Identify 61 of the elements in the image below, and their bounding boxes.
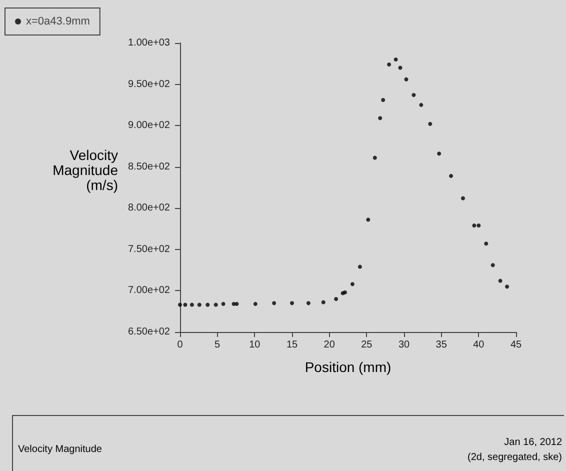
point: [472, 223, 476, 228]
y-axis-title: Velocity Magnitude (m/s): [52, 147, 118, 193]
point: [197, 302, 202, 307]
point: [412, 93, 416, 98]
point: [490, 263, 495, 268]
y-tick-label: 9.00e+02: [128, 120, 170, 132]
point: [272, 301, 276, 306]
point: [221, 302, 226, 306]
x-tick-label: 45: [510, 340, 522, 350]
point: [398, 66, 402, 70]
legend-label: x=0a43.9mm: [26, 16, 90, 28]
point: [206, 302, 210, 307]
x-tick-label: 35: [436, 340, 448, 350]
point: [387, 62, 392, 66]
point: [419, 102, 424, 107]
point: [306, 301, 310, 306]
y-tick-label: 7.00e+02: [128, 285, 170, 296]
point: [505, 284, 510, 289]
x-tick-label: 10: [249, 340, 261, 350]
x-tick-label: 25: [361, 340, 373, 350]
point: [366, 218, 370, 222]
point: [350, 282, 354, 286]
point: [290, 301, 294, 306]
point: [214, 302, 218, 307]
point: [253, 302, 258, 306]
point: [178, 302, 182, 307]
x-tick-label: 15: [286, 340, 298, 350]
text: (2d, segregated, ske): [468, 452, 562, 463]
x-axis-title: Position (mm): [304, 359, 392, 375]
point: [498, 278, 502, 283]
y-tick-label: 7.50e+02: [128, 244, 170, 255]
x-tick-label: 5: [214, 340, 221, 350]
text: Jan 16, 2012: [504, 437, 562, 448]
x-tick-label: 30: [398, 340, 410, 350]
point: [183, 302, 188, 307]
point: [449, 174, 454, 178]
point: [378, 116, 382, 120]
point: [234, 302, 239, 306]
point: [381, 98, 386, 102]
point: [476, 223, 481, 228]
y-tick-label: 8.00e+02: [128, 202, 170, 214]
x-tick-label: 20: [324, 340, 336, 350]
point: [404, 77, 408, 82]
point: [460, 196, 465, 200]
y-tick-label: 9.50e+02: [128, 78, 170, 90]
y-tick-label: 1.00e+03: [128, 38, 170, 48]
point: [428, 122, 432, 126]
point: [437, 152, 442, 156]
point: [394, 58, 398, 62]
point: [321, 300, 326, 304]
text: Velocity Magnitude: [18, 444, 102, 455]
y-tick-label: 6.50e+02: [128, 326, 170, 338]
point: [343, 290, 348, 294]
point: [190, 302, 194, 307]
point: [484, 242, 488, 246]
point: [372, 156, 377, 160]
point: [358, 264, 362, 269]
point: [334, 296, 338, 301]
x-tick-label: 40: [473, 340, 485, 350]
x-tick-label: 0: [177, 340, 184, 350]
y-tick-label: 8.50e+02: [128, 161, 170, 172]
